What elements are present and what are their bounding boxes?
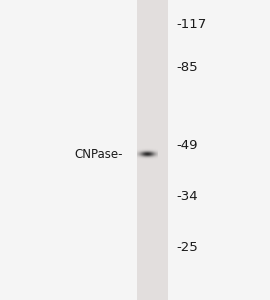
Text: -85: -85	[177, 61, 198, 74]
Text: -34: -34	[177, 190, 198, 203]
Text: -25: -25	[177, 241, 199, 254]
Text: CNPase-: CNPase-	[74, 148, 123, 161]
Bar	[137, 0, 168, 300]
Text: -117: -117	[177, 17, 207, 31]
Text: -49: -49	[177, 139, 198, 152]
